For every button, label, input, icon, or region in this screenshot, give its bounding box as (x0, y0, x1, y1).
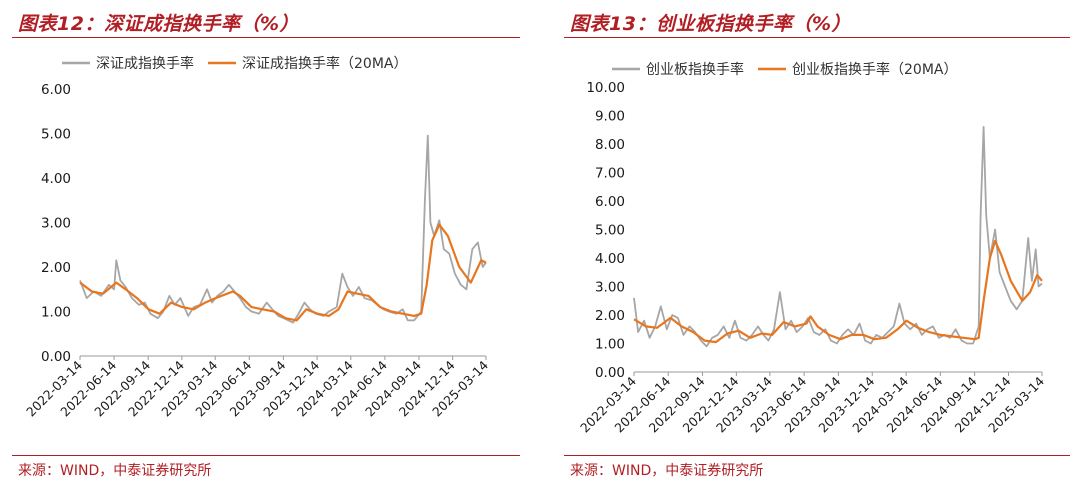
y-tick-label: 0.00 (595, 365, 625, 381)
y-tick-label: 2.00 (595, 308, 625, 324)
turnover-chart-chinext: 0.00 1.00 2.00 3.00 4.00 5.00 6.00 7.00 8.00 9.00… (577, 61, 1047, 435)
y-tick-label: 4.00 (41, 171, 71, 187)
y-tick-label: 6.00 (595, 194, 625, 210)
chart-title: 图表12：深证成指换手率（%） (18, 13, 299, 35)
y-tick-label: 4.00 (595, 251, 625, 267)
legend-label-1: 创业板指换手率 (646, 61, 744, 78)
y-tick-label: 9.00 (595, 109, 625, 125)
turnover-chart-shenzhen: 0.001.002.003.004.005.006.002022-03-1420… (23, 55, 491, 419)
series-line-2 (633, 239, 1043, 344)
series-line-1 (633, 126, 1043, 348)
y-tick-label: 0.00 (41, 349, 71, 365)
source-divider (564, 455, 1070, 456)
chart-panel-shenzhen: 图表12：深证成指换手率（%） 0.00 1.00 2.00 3.00 4.00 5.00… (0, 0, 530, 486)
legend-label-2: 深证成指换手率（20MA） (242, 55, 407, 72)
series-line-2 (79, 223, 487, 322)
title-divider (564, 37, 1070, 38)
chart-title: 图表13：创业板指换手率（%） (570, 13, 851, 35)
legend-label-2: 创业板指换手率（20MA） (792, 61, 957, 78)
source-divider (12, 455, 520, 456)
source-note: 来源：WIND，中泰证券研究所 (570, 463, 764, 479)
legend-label-1: 深证成指换手率 (96, 55, 194, 72)
source-note: 来源：WIND，中泰证券研究所 (18, 463, 212, 479)
y-tick-label: 3.00 (595, 280, 625, 296)
y-tick-label: 8.00 (595, 137, 625, 153)
chart-panel-chinext: 图表13：创业板指换手率（%） 0.00 1.00 2.00 3.00 4.00 5.00… (552, 0, 1080, 486)
y-tick-label: 1.00 (41, 305, 71, 321)
y-tick-label: 5.00 (595, 223, 625, 239)
y-tick-label: 6.00 (41, 82, 71, 98)
y-tick-label: 2.00 (41, 260, 71, 276)
y-tick-label: 3.00 (41, 216, 71, 232)
y-tick-label: 5.00 (41, 127, 71, 143)
y-tick-label: 10.00 (586, 80, 625, 96)
title-divider (12, 37, 520, 38)
y-tick-label: 1.00 (595, 337, 625, 353)
y-tick-label: 7.00 (595, 166, 625, 182)
